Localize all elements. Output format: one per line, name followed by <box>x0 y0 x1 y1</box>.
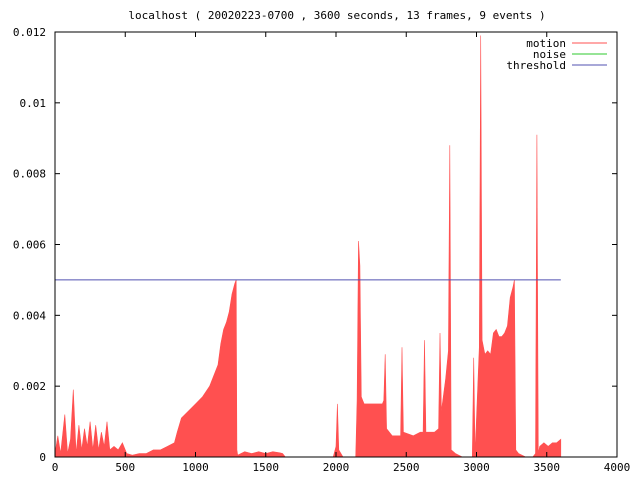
y-tick-label: 0.002 <box>13 380 46 393</box>
chart-title: localhost ( 20020223-0700 , 3600 seconds… <box>128 9 545 22</box>
y-tick-label: 0.008 <box>13 168 46 181</box>
x-tick-label: 2500 <box>393 461 420 474</box>
x-tick-label: 500 <box>115 461 135 474</box>
x-tick-label: 3000 <box>463 461 490 474</box>
y-tick-label: 0.01 <box>20 97 47 110</box>
plot-series <box>54 35 562 458</box>
y-tick-label: 0.006 <box>13 239 46 252</box>
y-tick-label: 0.004 <box>13 309 46 322</box>
y-tick-label: 0.012 <box>13 26 46 39</box>
x-tick-label: 1000 <box>182 461 209 474</box>
y-tick-label: 0 <box>39 451 46 464</box>
plot-frame <box>54 31 618 458</box>
x-tick-label: 3500 <box>534 461 561 474</box>
x-tick-label: 0 <box>52 461 59 474</box>
legend-label-noise: noise <box>533 48 566 61</box>
legend-label-motion: motion <box>526 37 566 50</box>
x-tick-label: 2000 <box>323 461 350 474</box>
x-tick-label: 1500 <box>253 461 280 474</box>
x-tick-label: 4000 <box>604 461 631 474</box>
motion-area <box>54 35 562 458</box>
legend-label-threshold: threshold <box>506 59 566 72</box>
axis-ticks: 0 500 1000 1500 2000 2500 3000 3500 4000 0 0.002 0.… <box>13 26 630 474</box>
